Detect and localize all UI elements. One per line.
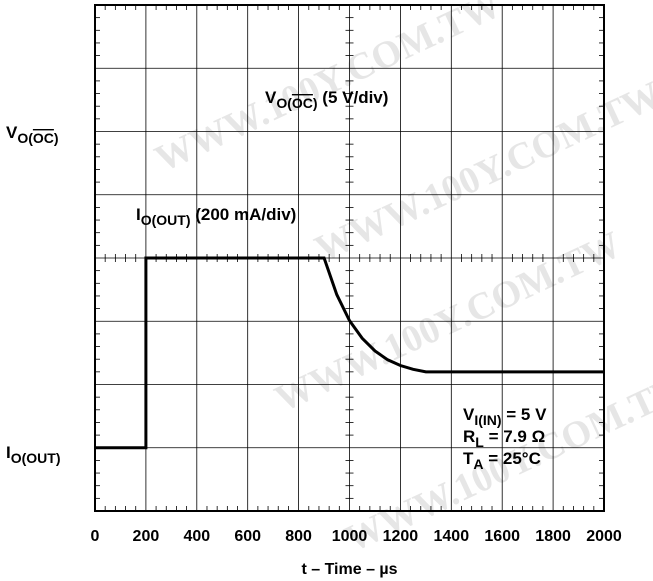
trace-label-io: IO(OUT) (200 mA/div) (136, 205, 296, 228)
x-tick-label: 1400 (434, 528, 470, 545)
trace-label-vo: VO(OC) (5 V/div) (265, 88, 388, 111)
condition-label: VI(IN) = 5 V (463, 405, 547, 428)
x-tick-label: 1600 (484, 528, 520, 545)
current-trace (95, 256, 604, 450)
left-label-vo: VO(OC) (6, 123, 59, 146)
x-tick-label: 200 (133, 528, 160, 545)
x-tick-label: 600 (234, 528, 261, 545)
x-tick-label: 800 (285, 528, 312, 545)
x-tick-label: 1800 (535, 528, 571, 545)
condition-label: TA = 25°C (463, 449, 541, 472)
scope-labels: 0 200 400 600 800 1000 1200 1400 1600 1800 2000 t –… (6, 88, 622, 578)
x-tick-label: 400 (183, 528, 210, 545)
x-tick-label: 1200 (383, 528, 419, 545)
x-tick-label: 2000 (586, 528, 622, 545)
scope-traces (95, 256, 604, 450)
x-tick-label: 1000 (332, 528, 368, 545)
x-tick-label: 0 (91, 528, 100, 545)
left-label-io: IO(OUT) (6, 443, 61, 466)
condition-label: RL = 7.9 Ω (463, 427, 545, 450)
x-axis-label: t – Time – µs (301, 561, 397, 578)
